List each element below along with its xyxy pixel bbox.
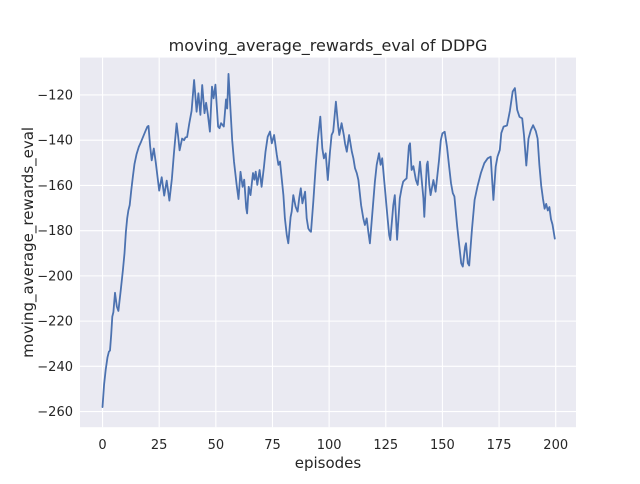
axes-background — [80, 57, 576, 428]
x-tick-label: 200 — [543, 438, 568, 453]
x-tick-label: 0 — [98, 438, 106, 453]
chart-title: moving_average_rewards_eval of DDPG — [169, 36, 488, 56]
y-tick-label: −120 — [37, 88, 73, 103]
y-tick-label: −260 — [37, 405, 73, 420]
data-series-group — [101, 73, 556, 409]
x-tick-label: 25 — [151, 438, 168, 453]
y-tick-label: −140 — [37, 134, 73, 149]
x-tick-label: 125 — [373, 438, 398, 453]
x-tick-label: 100 — [317, 438, 342, 453]
x-axis-label: episodes — [295, 454, 362, 472]
y-tick-label: −180 — [37, 224, 73, 239]
series-line-moving_average_rewards_eval — [101, 73, 556, 409]
y-tick-label: −240 — [37, 360, 73, 375]
y-axis-label: moving_average_rewards_eval — [19, 127, 38, 358]
y-tick-labels: −260 −240 −220 −200 −180 −160 −140 −120 — [37, 88, 73, 420]
x-tick-labels: 0 25 50 75 100 125 150 175 200 — [98, 438, 568, 453]
x-tick-label: 75 — [264, 438, 281, 453]
x-tick-label: 175 — [487, 438, 512, 453]
gridlines — [80, 57, 576, 428]
y-tick-label: −220 — [37, 315, 73, 330]
x-tick-label: 150 — [430, 438, 455, 453]
y-tick-label: −200 — [37, 269, 73, 284]
x-tick-label: 50 — [208, 438, 225, 453]
y-tick-label: −160 — [37, 179, 73, 194]
